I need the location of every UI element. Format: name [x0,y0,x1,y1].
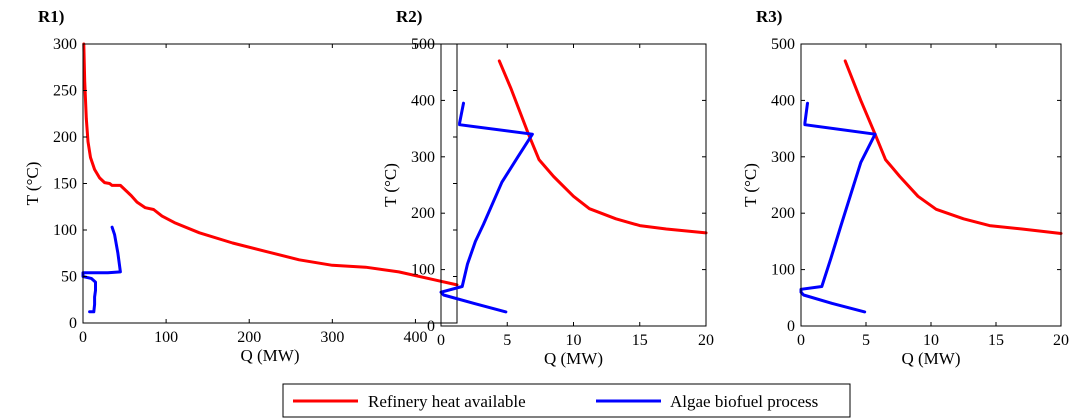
y-tick-label: 200 [411,205,435,222]
plot-frame [82,43,458,324]
y-axis-label: T (°C) [741,163,760,207]
series-line-algae [799,101,877,314]
y-tick-label: 400 [771,92,795,109]
plot-frame [800,43,1062,327]
plot-frame [440,43,707,327]
x-tick-label: 10 [566,332,582,349]
x-tick-label: 0 [797,332,805,349]
y-tick-label: 100 [53,222,77,239]
legend-box [282,383,851,418]
series-line-refinery [843,59,1063,235]
x-tick-label: 20 [698,332,714,349]
y-tick-label: 200 [771,205,795,222]
x-axis-label: Q (MW) [544,349,603,368]
series-line-refinery [82,42,459,287]
y-tick-label: 200 [53,129,77,146]
x-axis-label: Q (MW) [901,349,960,368]
y-tick-label: 150 [53,176,77,193]
legend-label-refinery: Refinery heat available [368,392,526,411]
y-axis-label: T (°C) [23,162,42,206]
y-tick-label: 0 [787,318,795,335]
panel-label: R3) [756,7,782,26]
series-line-algae [81,225,122,314]
series-line-algae [439,101,534,314]
x-tick-label: 5 [503,332,511,349]
panel-label: R2) [396,7,422,26]
y-tick-label: 100 [411,262,435,279]
y-tick-label: 300 [771,149,795,166]
x-tick-label: 200 [237,329,261,346]
y-tick-label: 400 [411,92,435,109]
x-tick-label: 20 [1053,332,1069,349]
x-tick-label: 0 [79,329,87,346]
x-tick-label: 5 [862,332,870,349]
y-tick-label: 0 [427,318,435,335]
x-tick-label: 300 [320,329,344,346]
panel-label: R1) [38,7,64,26]
y-tick-label: 50 [61,269,77,286]
series-line-refinery [497,59,708,235]
x-tick-label: 10 [923,332,939,349]
legend: Refinery heat available Algae biofuel pr… [282,383,851,418]
x-axis-label: Q (MW) [240,346,299,365]
x-tick-label: 0 [437,332,445,349]
x-tick-label: 100 [154,329,178,346]
x-tick-label: 15 [988,332,1004,349]
y-tick-label: 250 [53,83,77,100]
y-tick-label: 300 [411,149,435,166]
x-tick-label: 15 [632,332,648,349]
legend-label-algae: Algae biofuel process [670,392,818,411]
y-tick-label: 500 [411,36,435,53]
y-tick-label: 300 [53,36,77,53]
y-tick-label: 500 [771,36,795,53]
x-tick-label: 400 [403,329,427,346]
y-tick-label: 0 [69,315,77,332]
y-axis-label: T (°C) [381,163,400,207]
y-tick-label: 100 [771,262,795,279]
